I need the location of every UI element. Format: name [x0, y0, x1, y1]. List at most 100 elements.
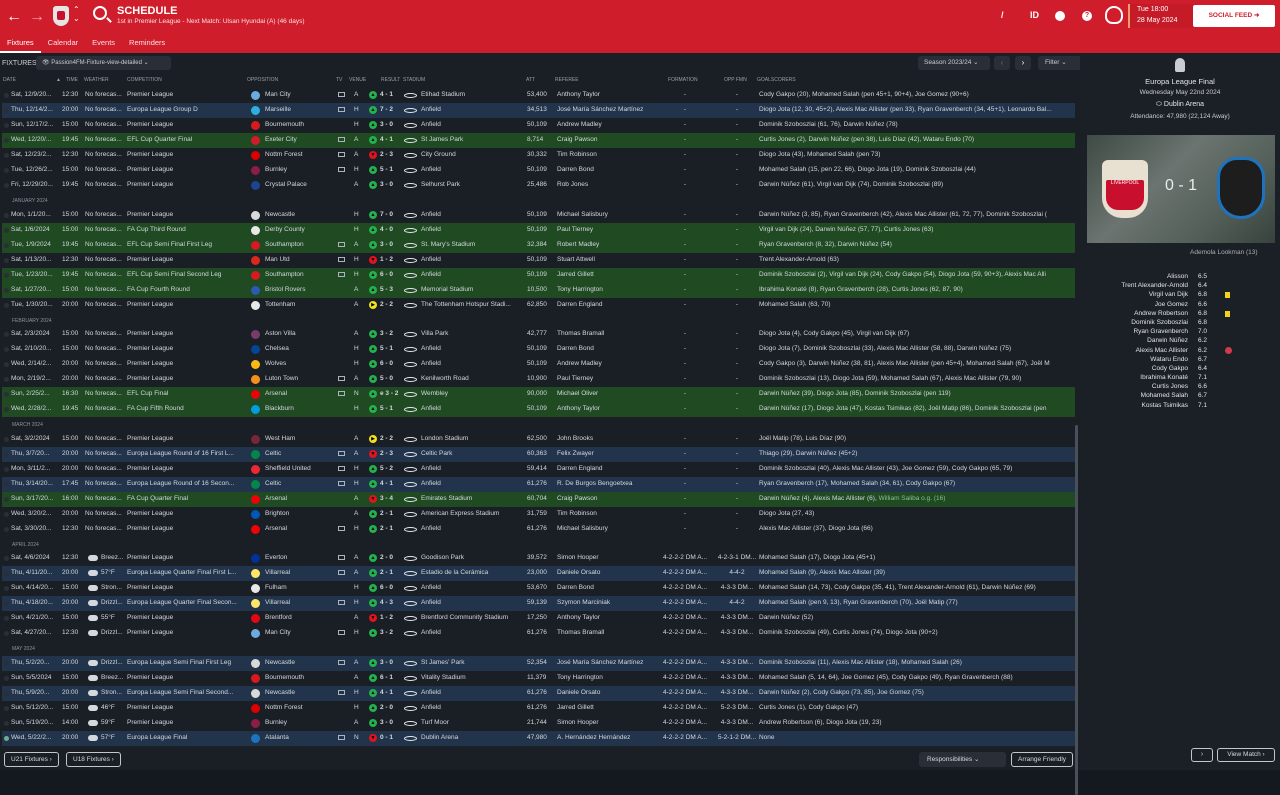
responsibilities-button[interactable]: Responsibilities ⌄ — [919, 752, 1006, 767]
fixture-opposition[interactable]: Brighton — [265, 509, 290, 517]
fixture-opposition[interactable]: Arsenal — [265, 390, 288, 397]
fixture-row[interactable]: Tue, 1/30/20... 20:00 No forecas... Premier… — [2, 298, 1075, 313]
fixture-row[interactable]: Wed, 5/22/2... 20:00 57°F Europa League Fin… — [2, 730, 1075, 746]
player-rating-row[interactable]: Trent Alexander-Arnold 6.4 — [1080, 282, 1280, 291]
fixture-row[interactable]: Tue, 12/26/2... 15:00 No forecas... Premier… — [2, 163, 1075, 178]
match-stadium-image[interactable]: 0 - 1 — [1087, 135, 1275, 243]
fixture-opposition[interactable]: West Ham — [265, 434, 296, 442]
fixture-referee[interactable]: Tim Robinson — [557, 509, 597, 517]
row-select-dot[interactable] — [4, 556, 9, 561]
tab-calendar[interactable]: Calendar — [47, 38, 79, 47]
row-select-dot[interactable] — [4, 272, 9, 278]
row-select-dot[interactable] — [4, 302, 9, 308]
player-rating-row[interactable]: Kostas Tsimikas 7.1 — [1080, 402, 1280, 411]
row-select-dot[interactable] — [4, 123, 9, 128]
fixture-opposition[interactable]: Man Utd — [265, 255, 290, 263]
fixture-opposition[interactable]: Man City — [265, 91, 291, 98]
fixture-opposition[interactable]: Burnley — [265, 166, 288, 173]
row-select-dot[interactable] — [4, 511, 9, 517]
search-icon[interactable] — [93, 6, 107, 20]
prev-season-button[interactable]: ‹ — [994, 56, 1010, 70]
fixture-referee[interactable]: José María Sánchez Martínez — [557, 106, 644, 113]
fixture-opposition[interactable]: Crystal Palace — [265, 181, 307, 188]
tab-events[interactable]: Events — [92, 38, 116, 47]
row-select-dot[interactable] — [4, 571, 9, 576]
fixture-row[interactable]: Wed, 12/20/... 19:45 No forecas... EFL Cup … — [2, 133, 1075, 148]
fixture-referee[interactable]: Jarred Gillett — [557, 270, 594, 278]
fixture-opposition[interactable]: Newcastle — [265, 210, 295, 218]
fixture-opposition[interactable]: Arsenal — [265, 494, 288, 502]
col-time[interactable]: TIME — [66, 77, 78, 83]
table-scrollbar[interactable] — [1075, 425, 1078, 795]
fixture-row[interactable]: Mon, 2/19/2... 20:00 No forecas... Premier … — [2, 372, 1075, 387]
manager-badge-icon[interactable] — [1105, 6, 1123, 24]
row-select-dot[interactable] — [4, 138, 9, 143]
next-season-button[interactable]: › — [1015, 56, 1031, 70]
fixture-row[interactable]: Tue, 1/9/2024 19:45 No forecas... EFL Cup S… — [2, 237, 1075, 253]
row-select-dot[interactable] — [4, 631, 9, 636]
fixture-row[interactable]: Mon, 1/1/20... 15:00 No forecas... Premier … — [2, 208, 1075, 223]
player-rating-row[interactable]: Wataru Endo 6.7 — [1080, 356, 1280, 365]
col-opp-formation[interactable]: OPP FMN — [724, 77, 747, 83]
fixture-row[interactable]: Thu, 3/7/20... 20:00 No forecas... Europa L… — [2, 446, 1075, 462]
fixture-referee[interactable]: Simon Hooper — [557, 718, 599, 726]
fixture-row[interactable]: Sat, 4/27/20... 12:30 Drizzl... Premier Lea… — [2, 626, 1075, 641]
row-select-dot[interactable] — [4, 496, 9, 502]
fixture-row[interactable]: Sun, 5/19/20... 14:00 59°F Premier League Bu… — [2, 716, 1075, 731]
fixture-row[interactable]: Sat, 2/3/2024 15:00 No forecas... Premier L… — [2, 327, 1075, 342]
fixture-referee[interactable]: John Brooks — [557, 434, 594, 442]
row-select-dot[interactable] — [4, 451, 9, 457]
row-select-dot[interactable] — [4, 407, 9, 412]
fixture-referee[interactable]: Craig Pawson — [557, 136, 598, 143]
player-rating-row[interactable]: Cody Gakpo 6.4 — [1080, 365, 1280, 374]
fixture-referee[interactable]: Thomas Bramall — [557, 330, 605, 337]
fixture-referee[interactable]: Darren Bond — [557, 166, 594, 173]
next-match-button[interactable]: › — [1191, 748, 1213, 762]
tab-reminders[interactable]: Reminders — [129, 38, 166, 47]
row-select-dot[interactable] — [4, 257, 9, 263]
fixture-row[interactable]: Sun, 12/17/2... 15:00 No forecas... Premier… — [2, 118, 1075, 133]
row-select-dot[interactable] — [4, 332, 9, 337]
fixture-row[interactable]: Sun, 5/5/2024 15:00 Breez... Premier League… — [2, 671, 1075, 686]
globe-icon[interactable] — [1055, 11, 1065, 21]
fixture-row[interactable]: Sat, 3/30/20... 12:30 No forecas... Premier… — [2, 522, 1075, 537]
fixture-referee[interactable]: Daniele Orsato — [557, 688, 601, 696]
fixture-opposition[interactable]: Luton Town — [265, 375, 299, 382]
fixture-opposition[interactable]: Southampton — [265, 270, 304, 278]
fixture-opposition[interactable]: Aston Villa — [265, 330, 296, 337]
fixture-opposition[interactable]: Man City — [265, 629, 291, 636]
col-opposition[interactable]: OPPOSITION — [247, 77, 279, 83]
game-date[interactable]: Tue 18:00 28 May 2024 — [1128, 4, 1198, 28]
fixture-referee[interactable]: Tony Harrington — [557, 673, 603, 681]
fixture-opposition[interactable]: Atalanta — [265, 733, 289, 741]
row-select-dot[interactable] — [4, 735, 9, 741]
pencil-icon[interactable]: / — [1001, 10, 1004, 20]
row-select-dot[interactable] — [4, 93, 9, 98]
row-select-dot[interactable] — [4, 242, 9, 248]
fixture-referee[interactable]: Daniele Orsato — [557, 569, 601, 576]
fixture-opposition[interactable]: Southampton — [265, 240, 304, 248]
row-select-dot[interactable] — [4, 362, 9, 367]
fixture-row[interactable]: Sat, 1/13/20... 12:30 No forecas... Premier… — [2, 253, 1075, 268]
fixture-opposition[interactable]: Celtic — [265, 449, 282, 457]
col-referee[interactable]: REFEREE — [555, 77, 579, 83]
club-crest-icon[interactable] — [53, 6, 69, 26]
fixture-row[interactable]: Thu, 4/18/20... 20:00 Drizzl... Europa Leag… — [2, 596, 1075, 611]
fixture-referee[interactable]: Andrew Madley — [557, 121, 602, 128]
fixture-row[interactable]: Sun, 2/25/2... 16:30 No forecas... EFL Cup … — [2, 387, 1075, 402]
fixture-referee[interactable]: Szymon Marciniak — [557, 599, 611, 606]
col-formation[interactable]: FORMATION — [668, 77, 698, 83]
player-rating-row[interactable]: Ibrahima Konaté 7.1 — [1080, 374, 1280, 383]
col-stadium[interactable]: STADIUM — [403, 77, 426, 83]
fixture-referee[interactable]: Paul Tierney — [557, 375, 594, 382]
row-select-dot[interactable] — [4, 436, 9, 442]
fixture-row[interactable]: Sat, 12/9/20... 12:30 No forecas... Premier… — [2, 88, 1075, 103]
row-select-dot[interactable] — [4, 392, 9, 397]
fixture-row[interactable]: Wed, 3/20/2... 20:00 No forecas... Premier … — [2, 507, 1075, 522]
fixture-row[interactable]: Thu, 12/14/2... 20:00 No forecas... Europa … — [2, 103, 1075, 118]
fixture-referee[interactable]: Anthony Taylor — [557, 405, 600, 412]
fixture-opposition[interactable]: Sheffield United — [265, 464, 311, 472]
fixture-row[interactable]: Mon, 3/11/2... 20:00 No forecas... Premier … — [2, 462, 1075, 477]
player-rating-row[interactable]: Curtis Jones 6.6 — [1080, 383, 1280, 392]
row-select-dot[interactable] — [4, 183, 9, 188]
